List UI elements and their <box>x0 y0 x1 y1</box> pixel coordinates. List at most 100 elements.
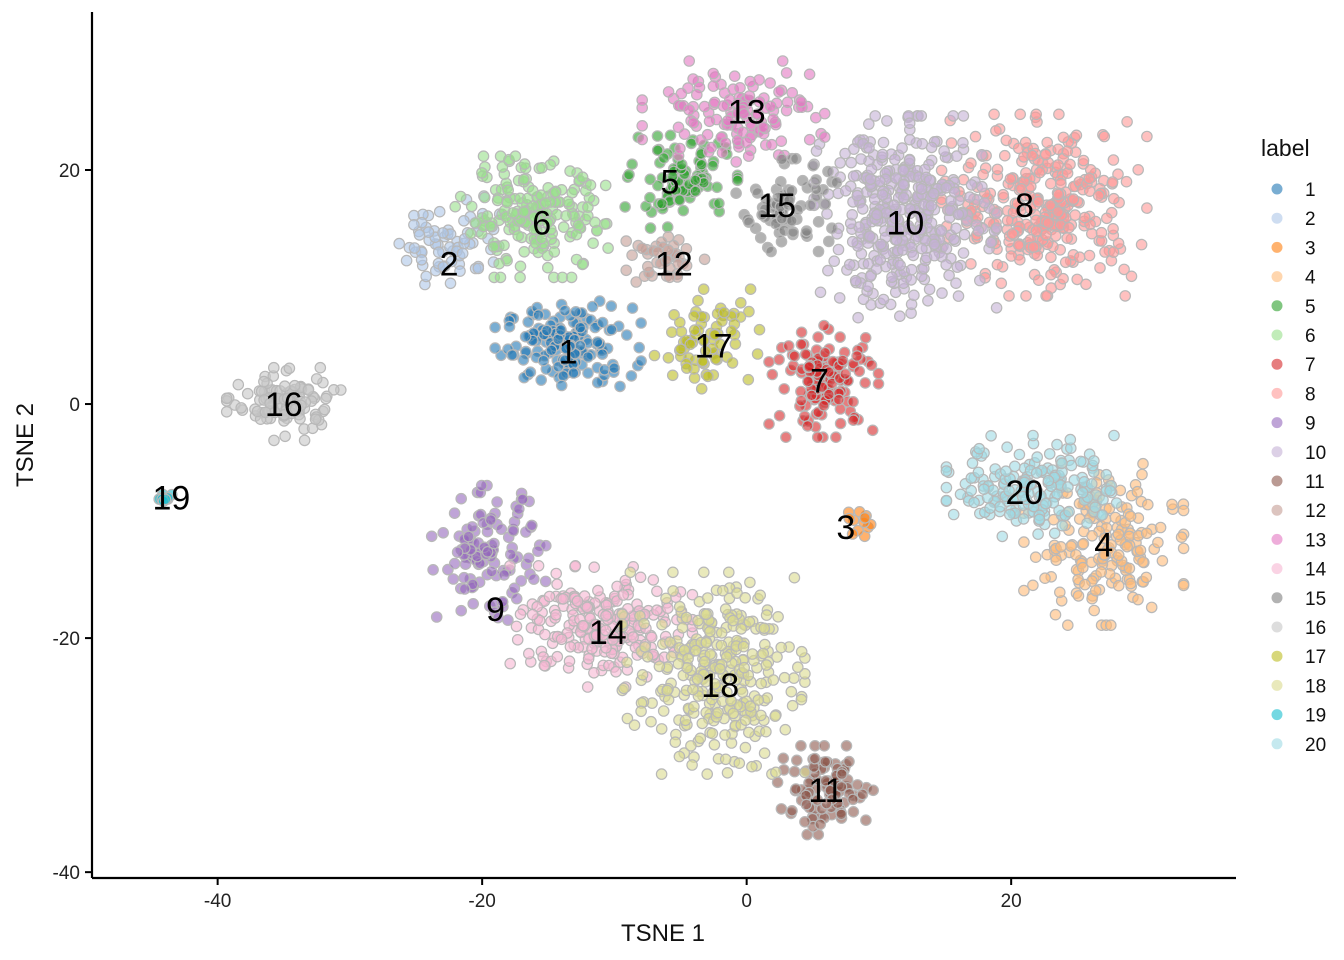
scatter-point-cluster-4 <box>1039 572 1051 584</box>
scatter-point-cluster-7 <box>866 424 879 437</box>
scatter-point-cluster-10 <box>903 154 916 166</box>
legend-label-3: 3 <box>1305 238 1316 259</box>
scatter-point-cluster-3 <box>846 528 859 540</box>
scatter-point-cluster-13 <box>690 88 703 101</box>
scatter-point-cluster-10 <box>877 293 890 306</box>
scatter-point-cluster-11 <box>860 814 872 826</box>
scatter-point-cluster-4 <box>1140 571 1153 584</box>
scatter-point-cluster-14 <box>581 681 594 693</box>
scatter-point-cluster-20 <box>1104 484 1116 497</box>
scatter-point-cluster-18 <box>641 650 654 663</box>
scatter-point-cluster-20 <box>996 530 1009 543</box>
scatter-point-cluster-13 <box>776 55 789 67</box>
scatter-point-cluster-10 <box>907 249 920 262</box>
scatter-point-cluster-15 <box>822 165 834 178</box>
scatter-point-cluster-9 <box>462 530 475 543</box>
scatter-point-cluster-15 <box>785 185 798 197</box>
scatter-point-cluster-20 <box>954 488 967 501</box>
legend-label-4: 4 <box>1305 268 1316 289</box>
scatter-point-cluster-1 <box>503 320 516 333</box>
scatter-point-cluster-11 <box>847 805 860 818</box>
scatter-point-cluster-5 <box>656 197 668 210</box>
scatter-point-cluster-18 <box>669 736 682 748</box>
scatter-point-cluster-8 <box>1006 228 1019 240</box>
scatter-point-cluster-9 <box>466 521 478 533</box>
scatter-point-cluster-8 <box>1045 251 1057 264</box>
scatter-point-cluster-13 <box>698 100 711 113</box>
scatter-point-cluster-10 <box>821 208 833 220</box>
scatter-point-cluster-10 <box>973 274 986 287</box>
scatter-point-cluster-8 <box>1101 212 1113 225</box>
scatter-point-cluster-7 <box>865 359 878 371</box>
scatter-point-cluster-15 <box>775 212 788 225</box>
scatter-point-cluster-2 <box>413 229 426 241</box>
scatter-point-cluster-5 <box>706 159 719 172</box>
scatter-point-cluster-18 <box>689 644 702 657</box>
scatter-point-cluster-13 <box>719 137 732 149</box>
scatter-point-cluster-11 <box>801 828 813 841</box>
legend-key-2 <box>1271 212 1283 224</box>
scatter-point-cluster-18 <box>754 589 766 602</box>
scatter-point-cluster-14 <box>617 589 630 601</box>
scatter-point-cluster-12 <box>680 259 693 272</box>
scatter-point-cluster-13 <box>773 86 785 98</box>
scatter-point-cluster-8 <box>1030 108 1042 121</box>
scatter-point-cluster-6 <box>507 207 519 219</box>
scatter-point-cluster-20 <box>1042 474 1055 487</box>
scatter-point-cluster-8 <box>1069 209 1081 221</box>
scatter-point-cluster-18 <box>739 741 752 754</box>
scatter-point-cluster-15 <box>787 226 799 238</box>
scatter-point-cluster-7 <box>872 367 885 380</box>
scatter-point-cluster-18 <box>688 700 700 713</box>
scatter-point-cluster-16 <box>310 373 323 385</box>
scatter-point-cluster-4 <box>1050 554 1062 566</box>
scatter-point-cluster-20 <box>1062 481 1074 493</box>
scatter-point-cluster-5 <box>644 191 656 204</box>
scatter-point-cluster-1 <box>532 309 545 321</box>
scatter-point-cluster-17 <box>680 362 693 374</box>
scatter-point-cluster-18 <box>628 719 641 731</box>
scatter-point-cluster-14 <box>571 595 584 607</box>
cluster-label-6: 6 <box>532 205 551 243</box>
scatter-point-cluster-9 <box>448 557 461 570</box>
scatter-point-cluster-2 <box>432 246 445 258</box>
scatter-point-cluster-9 <box>512 503 525 515</box>
scatter-point-cluster-9 <box>427 563 439 576</box>
scatter-point-cluster-8 <box>997 188 1009 201</box>
scatter-point-cluster-8 <box>1020 290 1032 302</box>
scatter-point-cluster-2 <box>408 219 420 231</box>
scatter-point-cluster-9 <box>448 507 461 519</box>
scatter-point-cluster-18 <box>739 714 752 726</box>
scatter-point-cluster-11 <box>867 784 879 797</box>
scatter-point-cluster-4 <box>1098 532 1111 545</box>
scatter-point-cluster-20 <box>968 496 980 509</box>
cluster-label-13: 13 <box>728 94 766 132</box>
scatter-point-cluster-18 <box>769 710 781 722</box>
scatter-point-cluster-10 <box>897 178 910 191</box>
scatter-point-cluster-13 <box>674 142 686 155</box>
scatter-point-cluster-1 <box>557 370 569 382</box>
scatter-point-cluster-11 <box>851 779 864 791</box>
cluster-label-12: 12 <box>655 246 693 284</box>
scatter-point-cluster-16 <box>309 413 322 425</box>
scatter-point-cluster-17 <box>753 323 766 336</box>
scatter-point-cluster-4 <box>1086 529 1098 542</box>
scatter-point-cluster-17 <box>744 283 757 295</box>
scatter-point-cluster-4 <box>1123 562 1136 575</box>
scatter-point-cluster-10 <box>897 164 910 177</box>
scatter-point-cluster-2 <box>472 262 485 275</box>
scatter-point-cluster-18 <box>708 738 721 751</box>
scatter-point-cluster-7 <box>836 354 849 367</box>
scatter-point-cluster-13 <box>786 87 798 99</box>
scatter-point-cluster-1 <box>608 362 620 374</box>
scatter-point-cluster-8 <box>1098 130 1111 143</box>
scatter-point-cluster-11 <box>835 780 848 793</box>
scatter-point-cluster-16 <box>241 387 254 400</box>
scatter-point-cluster-2 <box>437 261 450 273</box>
scatter-point-cluster-20 <box>1108 429 1120 442</box>
scatter-point-cluster-13 <box>742 150 755 162</box>
scatter-point-cluster-18 <box>696 717 709 730</box>
scatter-point-cluster-20 <box>1100 468 1113 481</box>
scatter-point-cluster-10 <box>957 247 970 259</box>
scatter-point-cluster-3 <box>843 512 856 525</box>
